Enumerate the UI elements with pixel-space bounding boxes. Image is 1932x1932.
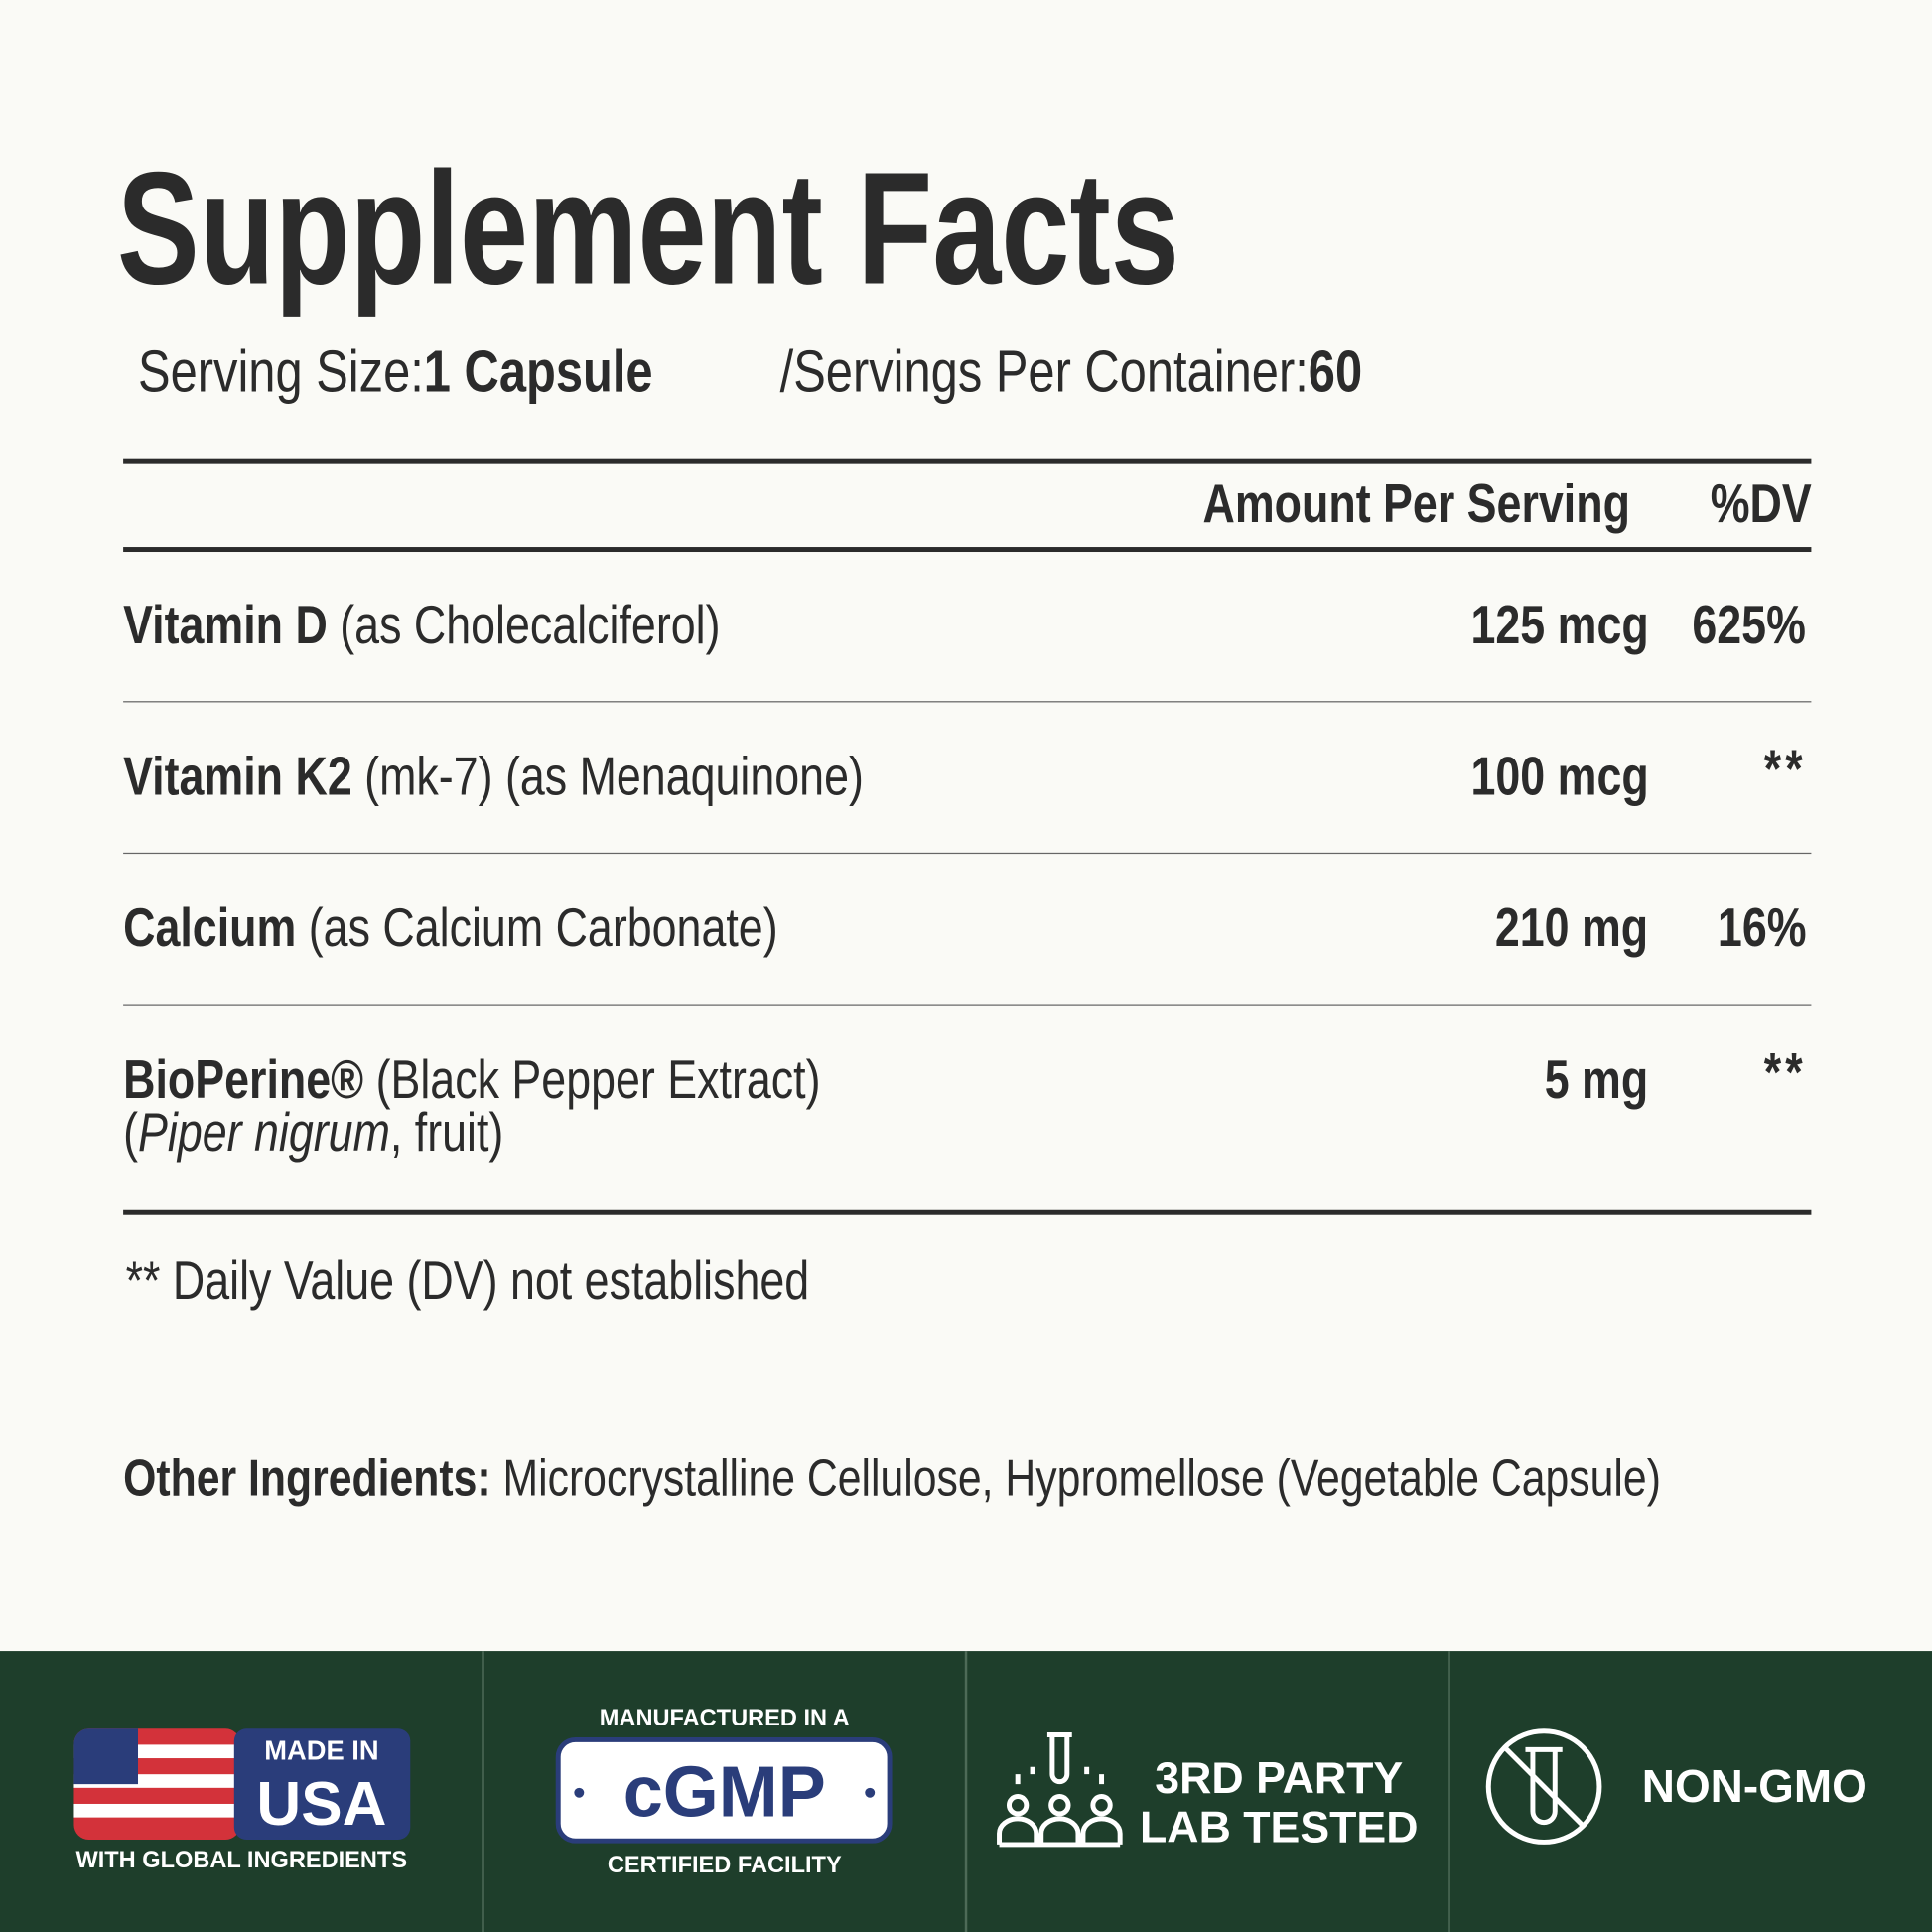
text: , fruit) (389, 1102, 504, 1164)
badge-top: MADE IN (264, 1734, 379, 1766)
dv: 625% (1692, 595, 1807, 656)
ingredient: Vitamin K2 (mk-7) (as Menaquinone) (123, 750, 864, 805)
badge-main: cGMP (622, 1751, 826, 1833)
badge-main: USA (256, 1769, 387, 1839)
rule (123, 701, 1812, 703)
other-ingredients: Other Ingredients: Microcrystalline Cell… (123, 1452, 1661, 1504)
badge-label: NON-GMO (1641, 1761, 1867, 1813)
divider (1448, 1651, 1450, 1932)
ingredient-source: (as Calcium Carbonate) (308, 897, 778, 959)
dv: ** (1763, 739, 1807, 800)
ingredient-name: Vitamin D (123, 595, 328, 656)
rule (123, 1004, 1812, 1006)
ingredient-name: Calcium (123, 897, 297, 959)
ingredient: Calcium (as Calcium Carbonate) (123, 901, 778, 956)
badge-line: 3RD PARTY (1155, 1751, 1404, 1803)
ingredient: BioPerine® (Black Pepper Extract) (123, 1053, 820, 1108)
badge-bottom: WITH GLOBAL INGREDIENTS (75, 1848, 408, 1874)
cgmp-seal (555, 1736, 893, 1844)
ingredient-source: (mk-7) (as Menaquinone) (364, 747, 864, 807)
dv: 16% (1717, 897, 1807, 959)
other-ingredients-label: Other Ingredients: (123, 1449, 491, 1507)
serving-size-label: Serving Size: (138, 340, 424, 406)
other-ingredients-text: Microcrystalline Cellulose, Hypromellose… (502, 1449, 1661, 1507)
column-header: Amount Per Serving (1202, 474, 1630, 535)
badge-bottom: CERTIFIED FACILITY (607, 1852, 842, 1879)
footnote: ** Daily Value (DV) not established (125, 1250, 810, 1311)
servings-value: 60 (1308, 340, 1363, 406)
non-gmo-icon (1485, 1728, 1602, 1845)
rule (123, 458, 1812, 464)
divider (482, 1651, 484, 1932)
serving-size-value: 1 Capsule (423, 340, 653, 406)
serving-size: Serving Size:1 Capsule (138, 344, 653, 403)
ingredient-source: (as Cholecalciferol) (340, 595, 721, 656)
ingredient: Vitamin D (as Cholecalciferol) (123, 599, 720, 653)
divider (964, 1651, 968, 1932)
lab-icon (997, 1731, 1123, 1848)
servings: /Servings Per Container:60 (780, 344, 1363, 403)
text: Piper nigrum (138, 1102, 390, 1164)
amount: 210 mg (1495, 897, 1649, 959)
badge-top: MANUFACTURED IN A (599, 1706, 850, 1732)
ingredient-source: (Piper nigrum, fruit) (123, 1106, 503, 1162)
rule (123, 852, 1812, 855)
badge-line: LAB TESTED (1140, 1801, 1419, 1853)
servings-label: /Servings Per Container: (779, 340, 1309, 406)
rule (123, 547, 1812, 553)
title: Supplement Facts (116, 138, 1179, 319)
ingredient-name: Vitamin K2 (123, 747, 352, 807)
amount: 5 mg (1545, 1049, 1649, 1111)
text: ( (123, 1102, 139, 1164)
dv: ** (1763, 1041, 1807, 1103)
column-header: %DV (1710, 474, 1812, 535)
amount: 100 mcg (1470, 747, 1649, 807)
ingredient-name: BioPerine® (123, 1049, 364, 1111)
amount: 125 mcg (1470, 595, 1649, 656)
rule (123, 1209, 1812, 1215)
flag (73, 1728, 411, 1840)
ingredient-source: (Black Pepper Extract) (375, 1049, 821, 1111)
